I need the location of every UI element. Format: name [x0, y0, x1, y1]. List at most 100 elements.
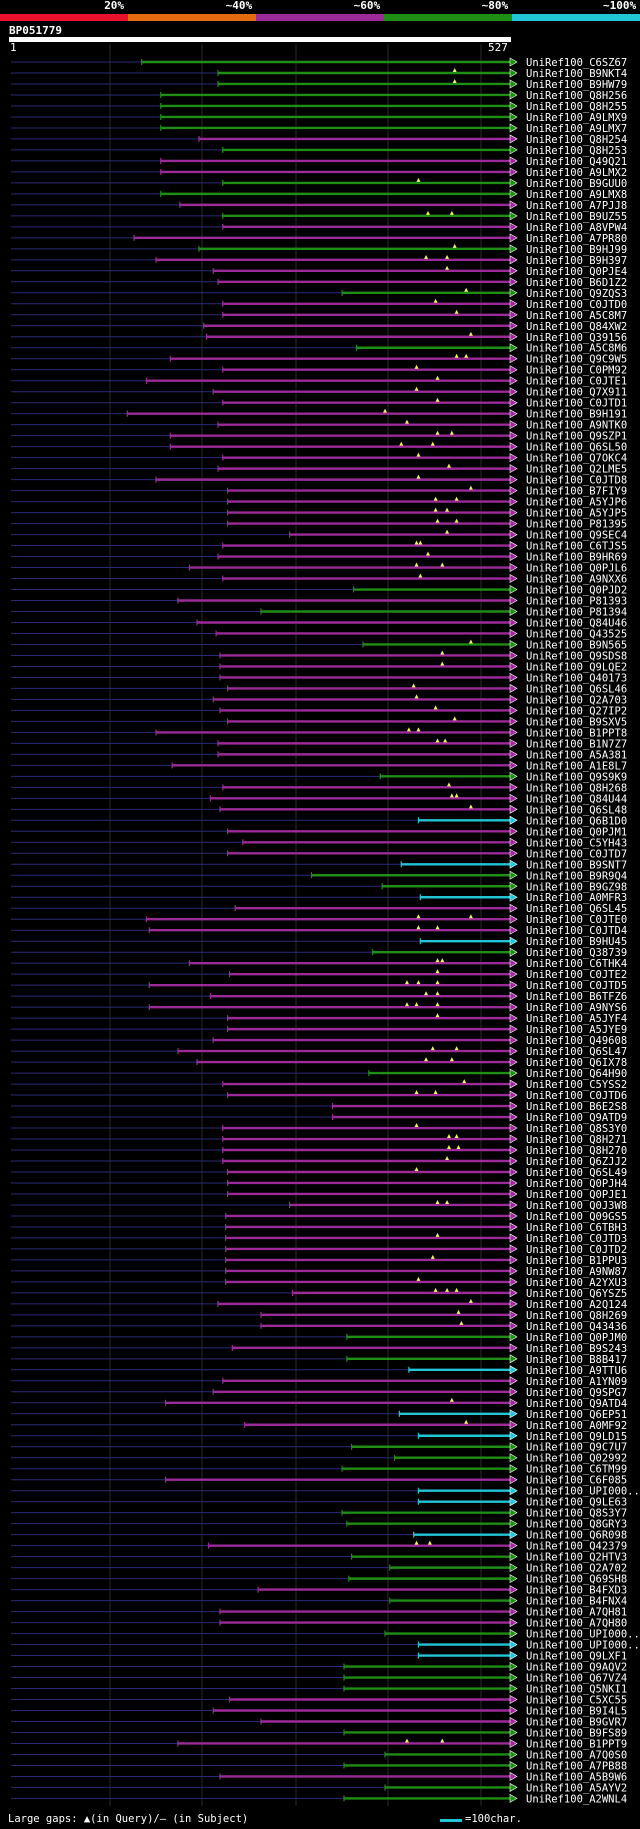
hit-label: UniRef100_Q40173	[526, 672, 627, 684]
hit-label: UniRef100_Q42379	[526, 1541, 627, 1553]
query-gap-mark	[414, 1090, 419, 1095]
query-gap-mark	[435, 1002, 440, 1007]
hit-end-arrow	[509, 914, 518, 924]
query-gap-mark	[416, 452, 421, 457]
query-gap-mark	[435, 1013, 440, 1018]
hit-label: UniRef100_B9HR69	[526, 552, 627, 564]
hit-end-arrow	[509, 134, 518, 144]
query-gap-mark	[440, 1738, 445, 1743]
hit-end-arrow	[509, 211, 518, 221]
hit-end-arrow	[509, 1233, 518, 1243]
hit-label: UniRef100_Q0J3W8	[526, 1200, 627, 1212]
hit-end-arrow	[509, 1156, 518, 1166]
query-gap-mark	[454, 353, 459, 358]
query-gap-mark	[449, 1057, 454, 1062]
hit-label: UniRef100_A9LMX2	[526, 167, 627, 179]
legend-label: ~100%	[603, 0, 637, 12]
hit-end-arrow	[509, 1530, 518, 1540]
hit-label: UniRef100_A5JYF4	[526, 1013, 627, 1025]
hit-label: UniRef100_Q6B1D0	[526, 815, 627, 827]
query-gap-mark	[399, 441, 404, 446]
hit-end-arrow	[509, 145, 518, 155]
hit-label: UniRef100_Q2A703	[526, 694, 627, 706]
hit-label: UniRef100_P81395	[526, 519, 627, 531]
hit-label: UniRef100_Q8H269	[526, 1310, 627, 1322]
hit-label: UniRef100_Q49608	[526, 1035, 627, 1047]
hit-end-arrow	[509, 1277, 518, 1287]
hit-end-arrow	[509, 1189, 518, 1199]
hit-label: UniRef100_Q8S3Y7	[526, 1508, 627, 1520]
legend-swatch	[256, 14, 384, 21]
hit-end-arrow	[509, 1299, 518, 1309]
hit-label: UniRef100_Q84XW2	[526, 321, 627, 333]
hit-label: UniRef100_Q39156	[526, 332, 627, 344]
hit-label: UniRef100_Q9SDS8	[526, 650, 627, 662]
query-gap-mark	[433, 1287, 438, 1292]
hit-end-arrow	[509, 771, 518, 781]
query-gap-mark	[435, 1232, 440, 1237]
query-gap-mark	[404, 419, 409, 424]
query-gap-mark	[424, 254, 429, 259]
query-gap-mark	[414, 562, 419, 567]
query-line	[9, 37, 511, 42]
hit-end-arrow	[509, 683, 518, 693]
hit-label: UniRef100_Q8H255	[526, 101, 627, 113]
hit-end-arrow	[509, 1519, 518, 1529]
hit-label: UniRef100_Q27IP2	[526, 705, 627, 717]
hit-end-arrow	[509, 354, 518, 364]
hit-end-arrow	[509, 189, 518, 199]
hit-end-arrow	[509, 57, 518, 67]
hit-end-arrow	[509, 222, 518, 232]
hit-label: UniRef100_C0JTD5	[526, 980, 627, 992]
hit-end-arrow	[509, 1321, 518, 1331]
hit-label: UniRef100_B9NKT4	[526, 68, 627, 80]
hit-label: UniRef100_A5C8M6	[526, 343, 627, 355]
hit-end-arrow	[509, 1310, 518, 1320]
hit-label: UniRef100_Q9ATD9	[526, 1112, 627, 1124]
hit-label: UniRef100_B6E2S8	[526, 1101, 627, 1113]
hit-end-arrow	[509, 1145, 518, 1155]
hit-end-arrow	[509, 1211, 518, 1221]
hit-end-arrow	[509, 925, 518, 935]
hit-end-arrow	[509, 1694, 518, 1705]
hit-label: UniRef100_Q64H90	[526, 1068, 627, 1080]
query-gap-mark	[446, 782, 451, 787]
query-gap-mark	[435, 991, 440, 996]
hit-label: UniRef100_Q43525	[526, 628, 627, 640]
hit-label: UniRef100_Q6IX78	[526, 1057, 627, 1069]
query-gap-mark	[445, 265, 450, 270]
query-gap-mark	[416, 177, 421, 182]
hit-label: UniRef100_B9R9Q4	[526, 870, 627, 882]
hit-label: UniRef100_C0JTD2	[526, 1244, 627, 1256]
hit-end-arrow	[509, 1266, 518, 1276]
hit-end-arrow	[509, 79, 518, 89]
hit-end-arrow	[509, 266, 518, 276]
hit-label: UniRef100_Q9SPG7	[526, 1387, 627, 1399]
hit-label: UniRef100_C0JTD8	[526, 475, 627, 487]
query-gap-mark	[440, 661, 445, 666]
hit-label: UniRef100_C0JTD6	[526, 1090, 627, 1102]
hit-end-arrow	[509, 1068, 518, 1078]
hit-end-arrow	[509, 738, 518, 748]
query-gap-mark	[414, 1166, 419, 1171]
query-gap-mark	[414, 694, 419, 699]
hit-label: UniRef100_B1PPT8	[526, 727, 627, 739]
hit-label: UniRef100_B1N7Z7	[526, 738, 627, 750]
hit-end-arrow	[509, 541, 518, 551]
query-gap-mark	[445, 1156, 450, 1160]
hit-label: UniRef100_Q43436	[526, 1321, 627, 1333]
hit-end-arrow	[509, 288, 518, 298]
hit-label: UniRef100_Q0PJE4	[526, 266, 627, 278]
query-gap-mark	[416, 474, 421, 479]
query-gap-mark	[452, 78, 457, 83]
hit-end-arrow	[509, 1079, 518, 1089]
hit-label: UniRef100_A7QH81	[526, 1607, 627, 1619]
hit-end-arrow	[509, 431, 518, 441]
hit-label: UniRef100_B9GUU0	[526, 178, 627, 190]
hit-label: UniRef100_A9NYS6	[526, 1002, 627, 1014]
hit-end-arrow	[509, 1508, 518, 1518]
hit-label: UniRef100_A9NW87	[526, 1266, 627, 1278]
query-gap-mark	[414, 1123, 419, 1128]
